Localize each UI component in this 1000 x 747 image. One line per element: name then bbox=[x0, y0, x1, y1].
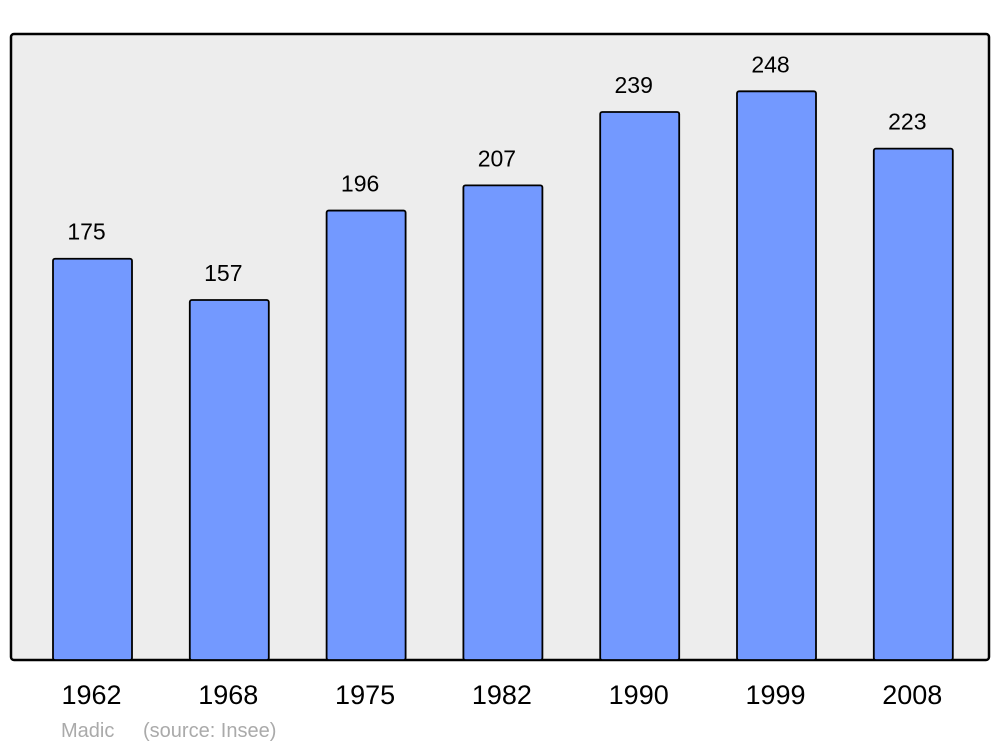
data-label-1962: 175 bbox=[67, 219, 105, 245]
bar-2008 bbox=[872, 147, 954, 661]
data-label-1968: 157 bbox=[204, 260, 242, 286]
credit-author: Madic bbox=[61, 720, 114, 742]
bar-1990 bbox=[599, 111, 681, 661]
data-label-2008: 223 bbox=[888, 109, 926, 135]
x-tick-label-1975: 1975 bbox=[335, 680, 395, 710]
data-label-1982: 207 bbox=[478, 145, 516, 171]
bar-1982 bbox=[462, 184, 544, 661]
data-label-1990: 239 bbox=[615, 72, 653, 98]
bar-1962 bbox=[52, 257, 133, 661]
x-tick-label-1982: 1982 bbox=[472, 680, 532, 710]
bar-1975 bbox=[325, 209, 407, 661]
x-tick-label-1962: 1962 bbox=[61, 680, 121, 710]
x-tick-label-1968: 1968 bbox=[198, 680, 258, 710]
bar-1968 bbox=[188, 299, 270, 661]
data-label-1975: 196 bbox=[341, 171, 379, 197]
x-tick-label-2008: 2008 bbox=[882, 680, 942, 710]
credit-source: (source: Insee) bbox=[143, 720, 276, 742]
data-label-1999: 248 bbox=[751, 51, 789, 77]
bar-1999 bbox=[736, 90, 817, 661]
x-tick-label-1990: 1990 bbox=[609, 680, 669, 710]
x-tick-label-1999: 1999 bbox=[745, 680, 805, 710]
